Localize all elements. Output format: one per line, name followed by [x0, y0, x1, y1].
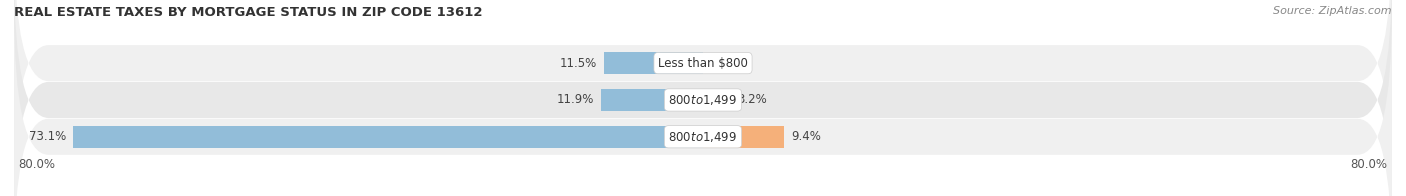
- Bar: [73, 126, 703, 148]
- FancyBboxPatch shape: [14, 0, 1392, 192]
- Text: Source: ZipAtlas.com: Source: ZipAtlas.com: [1274, 6, 1392, 16]
- Text: $800 to $1,499: $800 to $1,499: [668, 130, 738, 144]
- Text: 80.0%: 80.0%: [18, 158, 55, 171]
- Bar: [703, 89, 731, 111]
- Text: 0.0%: 0.0%: [710, 57, 740, 70]
- Text: 9.4%: 9.4%: [790, 130, 821, 143]
- Text: 73.1%: 73.1%: [30, 130, 66, 143]
- Text: 11.5%: 11.5%: [560, 57, 598, 70]
- Text: REAL ESTATE TAXES BY MORTGAGE STATUS IN ZIP CODE 13612: REAL ESTATE TAXES BY MORTGAGE STATUS IN …: [14, 6, 482, 19]
- Bar: [600, 89, 703, 111]
- Text: 3.2%: 3.2%: [738, 93, 768, 106]
- Text: 80.0%: 80.0%: [1351, 158, 1388, 171]
- FancyBboxPatch shape: [14, 7, 1392, 196]
- Bar: [703, 126, 785, 148]
- Text: Less than $800: Less than $800: [658, 57, 748, 70]
- FancyBboxPatch shape: [14, 0, 1392, 196]
- Bar: [605, 52, 703, 74]
- Text: $800 to $1,499: $800 to $1,499: [668, 93, 738, 107]
- Text: 11.9%: 11.9%: [557, 93, 593, 106]
